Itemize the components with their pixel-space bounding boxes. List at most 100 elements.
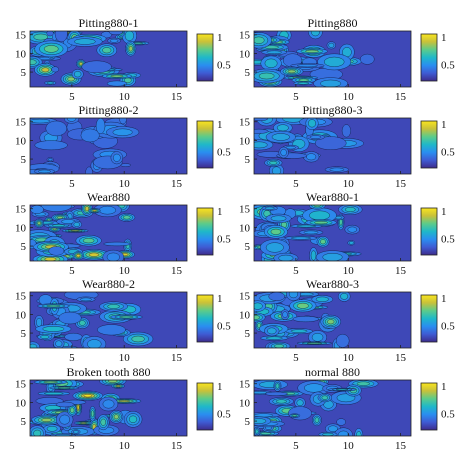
contour-blob [118, 399, 131, 403]
contour-blob [254, 128, 269, 134]
contour-blob [120, 163, 131, 167]
contour-blob [265, 242, 284, 253]
contour-blob [266, 50, 283, 55]
y-tick-label: 10 [239, 397, 251, 409]
contour-blob [258, 72, 275, 80]
chart-title: Broken tooth 880 [67, 365, 151, 379]
contour-blob [95, 118, 106, 135]
plot-frame [29, 204, 188, 262]
contour-blob [58, 311, 82, 325]
contour-blob [80, 297, 92, 302]
plot-frame [29, 379, 188, 437]
contour-blob [69, 407, 75, 414]
x-tick-label: 15 [171, 440, 183, 452]
contour-blob [44, 257, 57, 261]
contour-blob [290, 329, 308, 334]
contour-blob [73, 222, 81, 227]
colorbar [196, 120, 214, 169]
contour-blob [107, 304, 120, 309]
colorbar-tick-label: 1 [441, 32, 447, 44]
contour-blob [298, 78, 310, 82]
contour-blob [264, 206, 275, 210]
contour-blob [278, 254, 294, 261]
contour-blob [80, 422, 87, 424]
x-tick-label: 5 [69, 352, 75, 364]
contour-blob [57, 386, 71, 389]
contour-blob [269, 160, 278, 165]
contour-blob [106, 252, 120, 261]
y-tick-label: 10 [239, 48, 251, 60]
colorbar [420, 33, 438, 82]
chart-panel: Pitting880 5 10 15 5 10 15 0.5 1 [239, 16, 455, 103]
contour-blob [265, 391, 288, 396]
contour-blob [112, 153, 121, 162]
y-tick-label: 15 [15, 379, 27, 391]
x-tick-label: 5 [69, 91, 75, 103]
colorbar-tick-label: 0.5 [441, 320, 455, 332]
contour-blob [41, 418, 52, 422]
colorbar [196, 382, 214, 431]
contour-blob [92, 209, 97, 212]
contour-blob [306, 153, 317, 161]
contour-blob [64, 332, 83, 341]
contour-blob [108, 380, 118, 383]
contour-blob [335, 388, 349, 391]
chart-panel: Pitting880-1 5 10 15 5 10 15 0.5 1 [15, 16, 231, 103]
contour-blob [41, 67, 50, 73]
contour-blob [296, 224, 316, 228]
contour-blob [76, 253, 81, 258]
contour-blob [323, 56, 345, 67]
chart-panel: Pitting880-3 5 10 15 5 10 15 0.5 1 [239, 103, 455, 190]
plot-frame [29, 291, 188, 349]
contour-blob [341, 124, 351, 138]
contour-blob [103, 241, 131, 247]
plot-frame [253, 30, 412, 88]
colorbar-tick-label: 0.5 [217, 146, 231, 158]
contour-blob [45, 120, 68, 137]
contour-blob [54, 31, 68, 43]
contour-blob [348, 241, 354, 245]
contour-blob [97, 324, 126, 336]
contour-blob [30, 118, 51, 124]
contour-blob [347, 226, 357, 233]
contour-blob [309, 210, 330, 221]
contour-blob [109, 38, 119, 43]
contour-blob [280, 148, 287, 157]
contour-blob [83, 394, 93, 398]
y-tick-label: 15 [239, 117, 251, 129]
y-tick-label: 5 [21, 154, 27, 166]
contour-blob [275, 399, 287, 404]
x-tick-label: 15 [171, 265, 183, 277]
y-tick-label: 15 [239, 30, 251, 42]
contour-blob [102, 399, 115, 409]
contour-blob [314, 136, 347, 151]
contour-blob [309, 135, 322, 139]
contour-blob [90, 410, 95, 418]
y-tick-label: 15 [15, 204, 27, 216]
plot-frame [253, 379, 412, 437]
x-tick-label: 5 [69, 178, 75, 190]
contour-blob [76, 404, 80, 410]
contour-blob [327, 319, 335, 325]
contour-blob [46, 81, 54, 85]
x-tick-label: 15 [395, 91, 407, 103]
contour-blob [102, 47, 112, 54]
chart-title: Wear880-1 [306, 190, 359, 204]
chart-title: Wear880-3 [306, 277, 359, 291]
contour-blob [119, 315, 134, 319]
y-tick-label: 10 [239, 135, 251, 147]
contour-blob [122, 215, 131, 220]
contour-blob [321, 395, 329, 400]
contour-field [30, 118, 140, 174]
contour-blob [33, 33, 49, 41]
contour-blob [30, 59, 37, 66]
chart-title: Wear880 [87, 190, 130, 204]
x-tick-label: 5 [293, 91, 299, 103]
colorbar [420, 207, 438, 256]
colorbar-tick-label: 1 [441, 206, 447, 218]
contour-blob [47, 158, 53, 162]
contour-blob [74, 38, 96, 45]
x-tick-label: 5 [293, 265, 299, 277]
chart-panel: Wear880-2 5 10 15 5 10 15 0.5 1 [15, 277, 231, 364]
x-tick-label: 10 [343, 265, 355, 277]
